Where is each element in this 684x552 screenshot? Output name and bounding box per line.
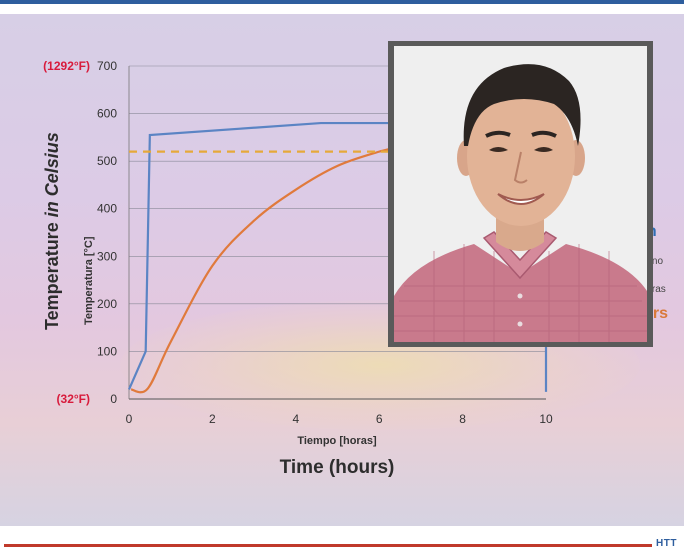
legend-fragment: urras bbox=[643, 284, 666, 295]
y-tick-label: 100 bbox=[97, 344, 117, 358]
y-axis-title: Temperature in Celsius bbox=[42, 132, 62, 330]
presenter-photo-frame bbox=[388, 41, 653, 347]
fahrenheit-label: (32°F) bbox=[57, 392, 90, 406]
x-tick-labels: 0 2 4 6 8 10 bbox=[126, 412, 553, 426]
top-accent-bar bbox=[0, 0, 684, 4]
footer-divider bbox=[4, 544, 652, 547]
presenter-photo bbox=[394, 46, 647, 342]
x-tick-label: 2 bbox=[209, 412, 216, 426]
x-tick-label: 8 bbox=[459, 412, 466, 426]
y-axis-subtitle: Temperatura [°C] bbox=[83, 236, 95, 325]
fahrenheit-labels: (1292°F) (32°F) bbox=[43, 59, 90, 406]
y-tick-label: 200 bbox=[97, 297, 117, 311]
x-tick-label: 4 bbox=[292, 412, 299, 426]
x-axis-subtitle: Tiempo [horas] bbox=[297, 435, 377, 447]
fahrenheit-label: (1292°F) bbox=[43, 59, 90, 73]
y-axis-title-base: Temperature bbox=[42, 217, 62, 330]
x-axis-title: Time (hours) bbox=[280, 457, 395, 478]
legend-fragment: orno bbox=[643, 256, 663, 267]
y-tick-labels: 0 100 200 300 400 500 600 700 bbox=[97, 59, 117, 406]
y-tick-label: 700 bbox=[97, 59, 117, 73]
y-axis-title-emphasis: in Celsius bbox=[42, 132, 62, 217]
x-tick-label: 0 bbox=[126, 412, 133, 426]
y-tick-label: 300 bbox=[97, 249, 117, 263]
y-tick-label: 600 bbox=[97, 107, 117, 121]
htt-logo: HTT bbox=[656, 538, 677, 549]
presenter-portrait-image bbox=[394, 46, 647, 342]
y-tick-label: 400 bbox=[97, 202, 117, 216]
y-tick-label: 0 bbox=[110, 392, 117, 406]
x-tick-label: 6 bbox=[376, 412, 383, 426]
series-line-2 bbox=[130, 145, 401, 394]
y-tick-label: 500 bbox=[97, 154, 117, 168]
x-tick-label: 10 bbox=[539, 412, 553, 426]
